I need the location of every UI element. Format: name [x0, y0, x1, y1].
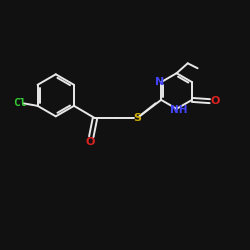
- Text: N: N: [155, 77, 164, 87]
- Text: NH: NH: [170, 105, 188, 115]
- Text: S: S: [133, 113, 141, 123]
- Text: O: O: [85, 137, 95, 147]
- Text: O: O: [210, 96, 220, 106]
- Text: Cl: Cl: [13, 98, 26, 108]
